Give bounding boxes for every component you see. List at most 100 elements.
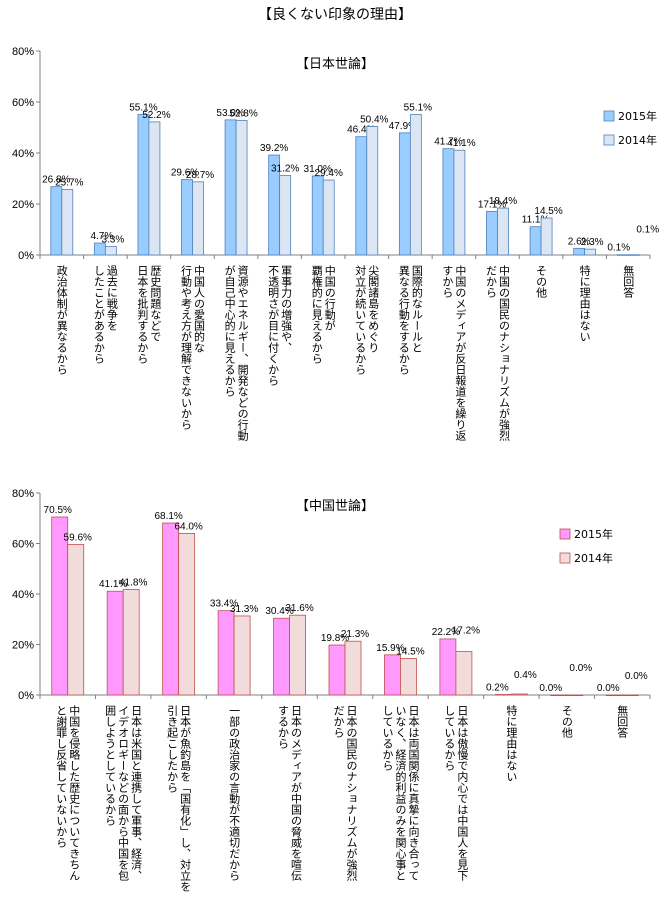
category-label-line: 日本を批判するから [136,265,149,364]
bar [384,654,401,696]
category-label: 無回答 [622,264,635,299]
bar [148,121,161,256]
data-label: 47.9% [389,121,417,132]
data-label: 18.4% [489,196,517,207]
bar [311,175,324,256]
category-label: 軍事力の増強や、不透明さが目に付くから [267,265,293,386]
bar [398,132,411,256]
bar [584,248,597,256]
bar [106,590,124,696]
y-tick-label: 20% [12,199,34,211]
bar [455,651,473,696]
bar [289,614,306,696]
category-label-line: 日本が魚釣島を「国有化」し、対立を [179,705,192,892]
category-label-line: 政治体制が異なるから [55,264,68,375]
data-label: 17.2% [452,626,480,637]
bar [605,694,623,697]
data-label: 19.8% [321,633,349,644]
bar [178,533,196,696]
data-label: 0.1% [636,225,659,236]
category-label-line: 特に理由はない [578,264,591,342]
bar [550,694,568,697]
china-opinion-chart: 0% 20% 40% 60% 80% 70.5% 41.1% 68.1% 33.4% 30.4% 1… [12,488,651,892]
category-label-line: 対立が続いているから [354,264,367,375]
category-label-line: いなく、経済的利益のみを関心事と [394,705,407,881]
y-tick-label: 60% [12,97,34,109]
category-label-line: 尖閣諸島をめぐり [367,265,380,353]
data-label: 0.0% [597,683,620,694]
data-label: 70.5% [44,505,72,516]
bar [400,657,417,696]
bar [235,119,248,256]
data-label: 0.0% [625,671,648,682]
data-label: 0.4% [514,670,537,681]
category-label-line: 日本は傲慢で内心では中国人を見下 [456,705,469,882]
data-label: 31.2% [271,163,299,174]
bar [328,644,346,696]
data-label: 55.1% [129,102,157,113]
legend-swatch [559,528,571,540]
bar [50,186,63,256]
data-label: 31.0% [304,164,332,175]
category-label: 一部の政治家の言動が不適切だから [228,705,241,881]
category-label-line: 資源やエネルギー、開発などの行動 [236,265,249,442]
bar [497,207,509,256]
bar [104,246,117,256]
bar [122,589,140,696]
data-label: 25.7% [55,177,83,188]
category-label: 特に理由はない [505,704,518,782]
data-label: 26.8% [42,175,70,186]
category-label-line: その他 [535,265,548,298]
data-label: 59.6% [64,533,92,544]
bar [627,254,640,256]
category-label-line: その他 [560,705,573,738]
y-tick-label: 20% [12,640,34,652]
bar [162,522,180,696]
bar [192,181,204,256]
category-label-line: 日本は米国と連携して軍事、経済、 [130,705,143,881]
y-tick-label: 40% [12,589,34,601]
chart-subtitle: 【中国世論】 [296,498,374,514]
bar [621,694,639,697]
data-label: 28.7% [186,170,214,181]
legend-label: 2014年 [574,551,613,565]
bar [273,617,290,696]
y-tick-label: 0% [18,690,34,702]
data-label: 0.0% [569,663,592,674]
data-label: 2.6% [568,236,591,247]
legend-label: 2014年 [618,133,657,147]
bar [494,694,512,696]
category-label-line: 中国人の愛国的な [193,265,206,353]
bar [442,148,455,256]
bar [529,226,542,256]
bar [573,247,586,256]
category-label-line: 歴史問題などで [149,265,162,342]
category-label-line: 国際的なルールと [410,265,423,353]
bar [344,640,362,696]
data-label: 0.1% [607,243,630,254]
category-label: 無回答 [616,704,629,739]
bar [366,126,379,256]
category-label-line: 不透明さが目に付くから [267,265,280,386]
category-label-line: 中国のメディアが反日報道を繰り返 [454,265,467,441]
category-label: その他 [560,705,573,738]
category-label-line: だから [485,265,498,298]
category-label-line: すから [441,265,454,298]
data-label: 14.5% [534,206,562,217]
legend-label: 2015年 [574,527,613,541]
category-label-line: 軍事力の増強や、 [280,265,293,353]
data-label: 2.3% [581,237,604,248]
data-label: 0.0% [539,683,562,694]
data-label: 52.2% [142,110,170,121]
data-label: 17.1% [478,199,506,210]
legend-swatch [559,552,571,564]
